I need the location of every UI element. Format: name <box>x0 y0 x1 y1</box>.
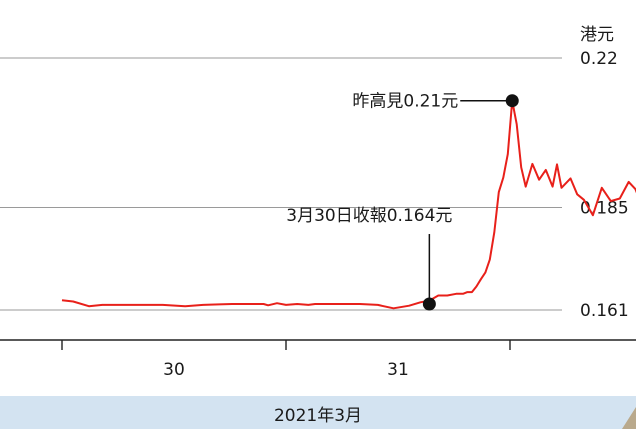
y-axis-labels: 0.22 0.185 0.161 <box>580 49 629 321</box>
corner-fold <box>622 407 636 429</box>
annotation-label: 3月30日收報0.164元 <box>286 206 452 226</box>
y-tick-label: 0.185 <box>580 198 629 218</box>
x-tick-label: 30 <box>163 360 185 380</box>
annotations: 昨高見0.21元昨收報0.185元3月30日收報0.164元 <box>286 92 519 311</box>
annotation-dot <box>505 94 519 108</box>
date-banner: 2021年3月 <box>0 396 636 429</box>
y-tick-label: 0.161 <box>580 301 629 321</box>
y-tick-label: 0.22 <box>580 49 618 69</box>
price-chart: 30 31 港元 0.22 0.185 0.161 昨高見0.21元昨收報0.185元… <box>0 25 636 380</box>
gridlines <box>0 57 562 311</box>
y-axis-unit: 港元 <box>580 25 614 45</box>
annotation-label: 昨高見0.21元 <box>352 92 458 112</box>
x-axis-title: 2021年3月 <box>273 406 363 426</box>
price-line <box>61 99 636 310</box>
x-axis-ticks: 30 31 <box>61 340 511 380</box>
x-tick-label: 31 <box>387 360 409 380</box>
annotation-dot <box>422 297 436 311</box>
